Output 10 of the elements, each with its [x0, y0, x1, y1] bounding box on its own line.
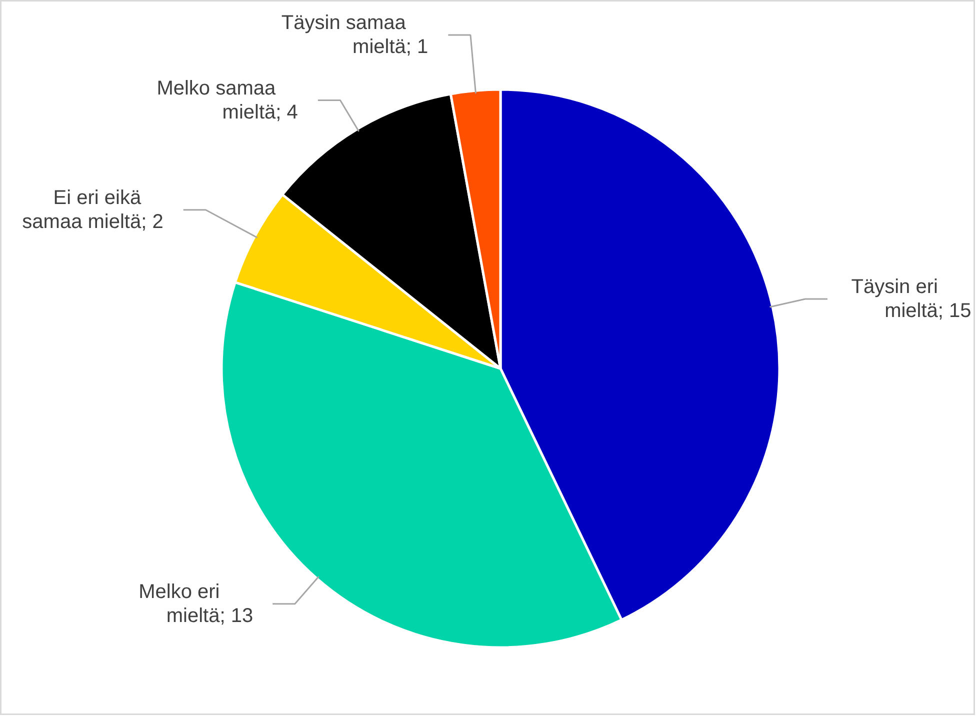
data-label: ; 13 [220, 604, 254, 627]
data-label: ; 1 [406, 36, 428, 58]
slice-label: Melko samaa mieltä [156, 77, 277, 124]
data-label: ; 15 [938, 300, 972, 322]
slice-label: Täysin samaa mieltä [281, 12, 407, 58]
slice-label: Ei eri eikä samaa mieltä [22, 186, 142, 233]
slice-label: Melko eri mieltä [138, 580, 221, 627]
data-label: ; 4 [276, 101, 298, 124]
slice-label: Täysin eri mieltä [851, 276, 939, 322]
data-label: ; 2 [141, 210, 164, 233]
